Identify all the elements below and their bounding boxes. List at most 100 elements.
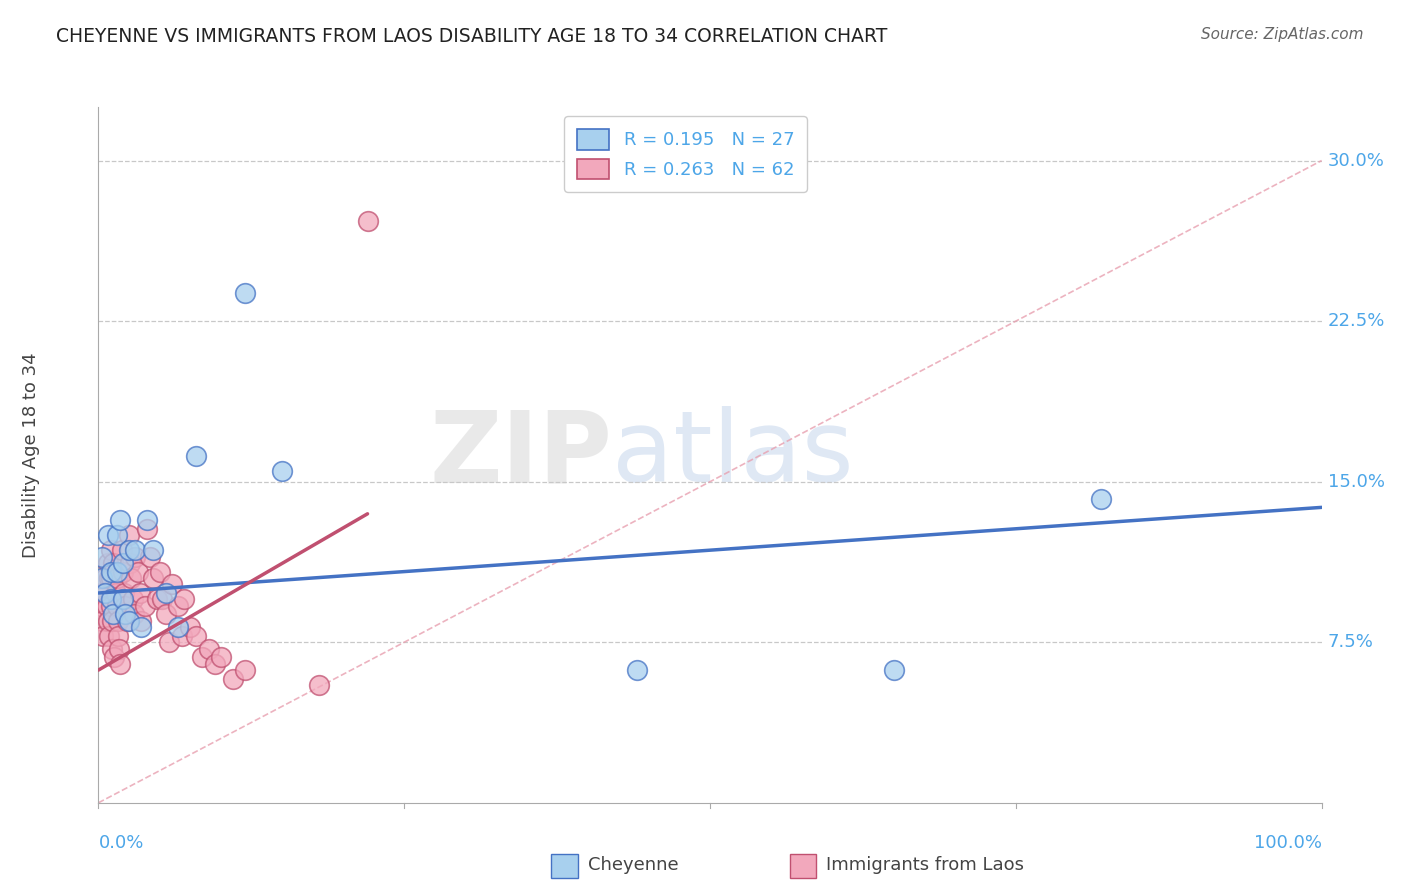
Point — [204, 657, 226, 671]
Point — [112, 586, 135, 600]
Point — [149, 565, 172, 579]
Text: ZIP: ZIP — [429, 407, 612, 503]
Point — [142, 543, 165, 558]
Point — [110, 657, 132, 671]
Text: Source: ZipAtlas.com: Source: ZipAtlas.com — [1201, 27, 1364, 42]
Point — [100, 565, 122, 579]
Point — [100, 599, 122, 613]
Point — [134, 599, 156, 613]
Point — [197, 641, 219, 656]
Point — [100, 543, 122, 558]
Point — [118, 543, 141, 558]
Point — [129, 620, 152, 634]
FancyBboxPatch shape — [790, 855, 817, 878]
Point — [160, 577, 183, 591]
Point — [118, 614, 141, 628]
Point — [129, 614, 152, 628]
Point — [139, 549, 162, 564]
Point — [222, 672, 245, 686]
Point — [107, 629, 129, 643]
Point — [104, 586, 127, 600]
Point — [167, 620, 190, 634]
Text: 22.5%: 22.5% — [1327, 312, 1385, 330]
Point — [90, 599, 112, 613]
Point — [233, 663, 256, 677]
Point — [105, 565, 128, 579]
Point — [114, 599, 136, 613]
Point — [100, 571, 122, 585]
Point — [124, 549, 146, 564]
Text: 30.0%: 30.0% — [1327, 152, 1385, 169]
Point — [101, 607, 124, 622]
Text: Immigrants from Laos: Immigrants from Laos — [827, 856, 1024, 874]
Point — [155, 586, 177, 600]
Point — [127, 565, 149, 579]
Point — [179, 620, 201, 634]
Point — [97, 556, 120, 570]
Point — [107, 614, 129, 628]
Point — [105, 571, 128, 585]
Point — [105, 528, 128, 542]
Point — [103, 650, 125, 665]
Point — [98, 629, 121, 643]
Point — [91, 571, 114, 585]
Point — [129, 586, 152, 600]
Point — [1090, 491, 1112, 506]
Point — [146, 592, 169, 607]
Point — [167, 599, 190, 613]
Point — [100, 592, 122, 607]
Point — [105, 599, 128, 613]
Text: Disability Age 18 to 34: Disability Age 18 to 34 — [22, 352, 41, 558]
Point — [150, 592, 173, 607]
Point — [98, 571, 121, 585]
Text: 15.0%: 15.0% — [1327, 473, 1385, 491]
Point — [142, 571, 165, 585]
Text: Cheyenne: Cheyenne — [588, 856, 678, 874]
Point — [111, 543, 134, 558]
Point — [356, 213, 378, 227]
Point — [270, 464, 294, 478]
Point — [108, 641, 131, 656]
Text: 7.5%: 7.5% — [1327, 633, 1374, 651]
Point — [308, 678, 330, 692]
Point — [157, 635, 180, 649]
Point — [97, 614, 120, 628]
Point — [136, 522, 159, 536]
Point — [209, 650, 232, 665]
Point — [101, 641, 124, 656]
Point — [91, 614, 114, 628]
Point — [136, 513, 159, 527]
Point — [111, 592, 134, 607]
FancyBboxPatch shape — [551, 855, 578, 878]
Point — [97, 528, 120, 542]
Legend: R = 0.195   N = 27, R = 0.263   N = 62: R = 0.195 N = 27, R = 0.263 N = 62 — [564, 116, 807, 192]
Text: 100.0%: 100.0% — [1254, 834, 1322, 852]
Point — [91, 549, 114, 564]
Point — [114, 607, 136, 622]
Point — [124, 543, 146, 558]
Point — [626, 663, 648, 677]
Point — [118, 528, 141, 542]
Point — [191, 650, 214, 665]
Text: atlas: atlas — [612, 407, 853, 503]
Point — [173, 592, 195, 607]
Point — [155, 607, 177, 622]
Point — [110, 513, 132, 527]
Text: 0.0%: 0.0% — [98, 834, 143, 852]
Point — [120, 556, 142, 570]
Point — [122, 607, 145, 622]
Point — [186, 449, 208, 463]
Point — [93, 586, 115, 600]
Point — [115, 614, 138, 628]
Point — [883, 663, 905, 677]
Point — [121, 592, 143, 607]
Point — [120, 571, 142, 585]
Point — [101, 614, 124, 628]
Point — [101, 556, 124, 570]
Point — [233, 286, 256, 301]
Point — [111, 556, 134, 570]
Point — [93, 571, 115, 585]
Point — [87, 586, 110, 600]
Point — [170, 629, 193, 643]
Text: CHEYENNE VS IMMIGRANTS FROM LAOS DISABILITY AGE 18 TO 34 CORRELATION CHART: CHEYENNE VS IMMIGRANTS FROM LAOS DISABIL… — [56, 27, 887, 45]
